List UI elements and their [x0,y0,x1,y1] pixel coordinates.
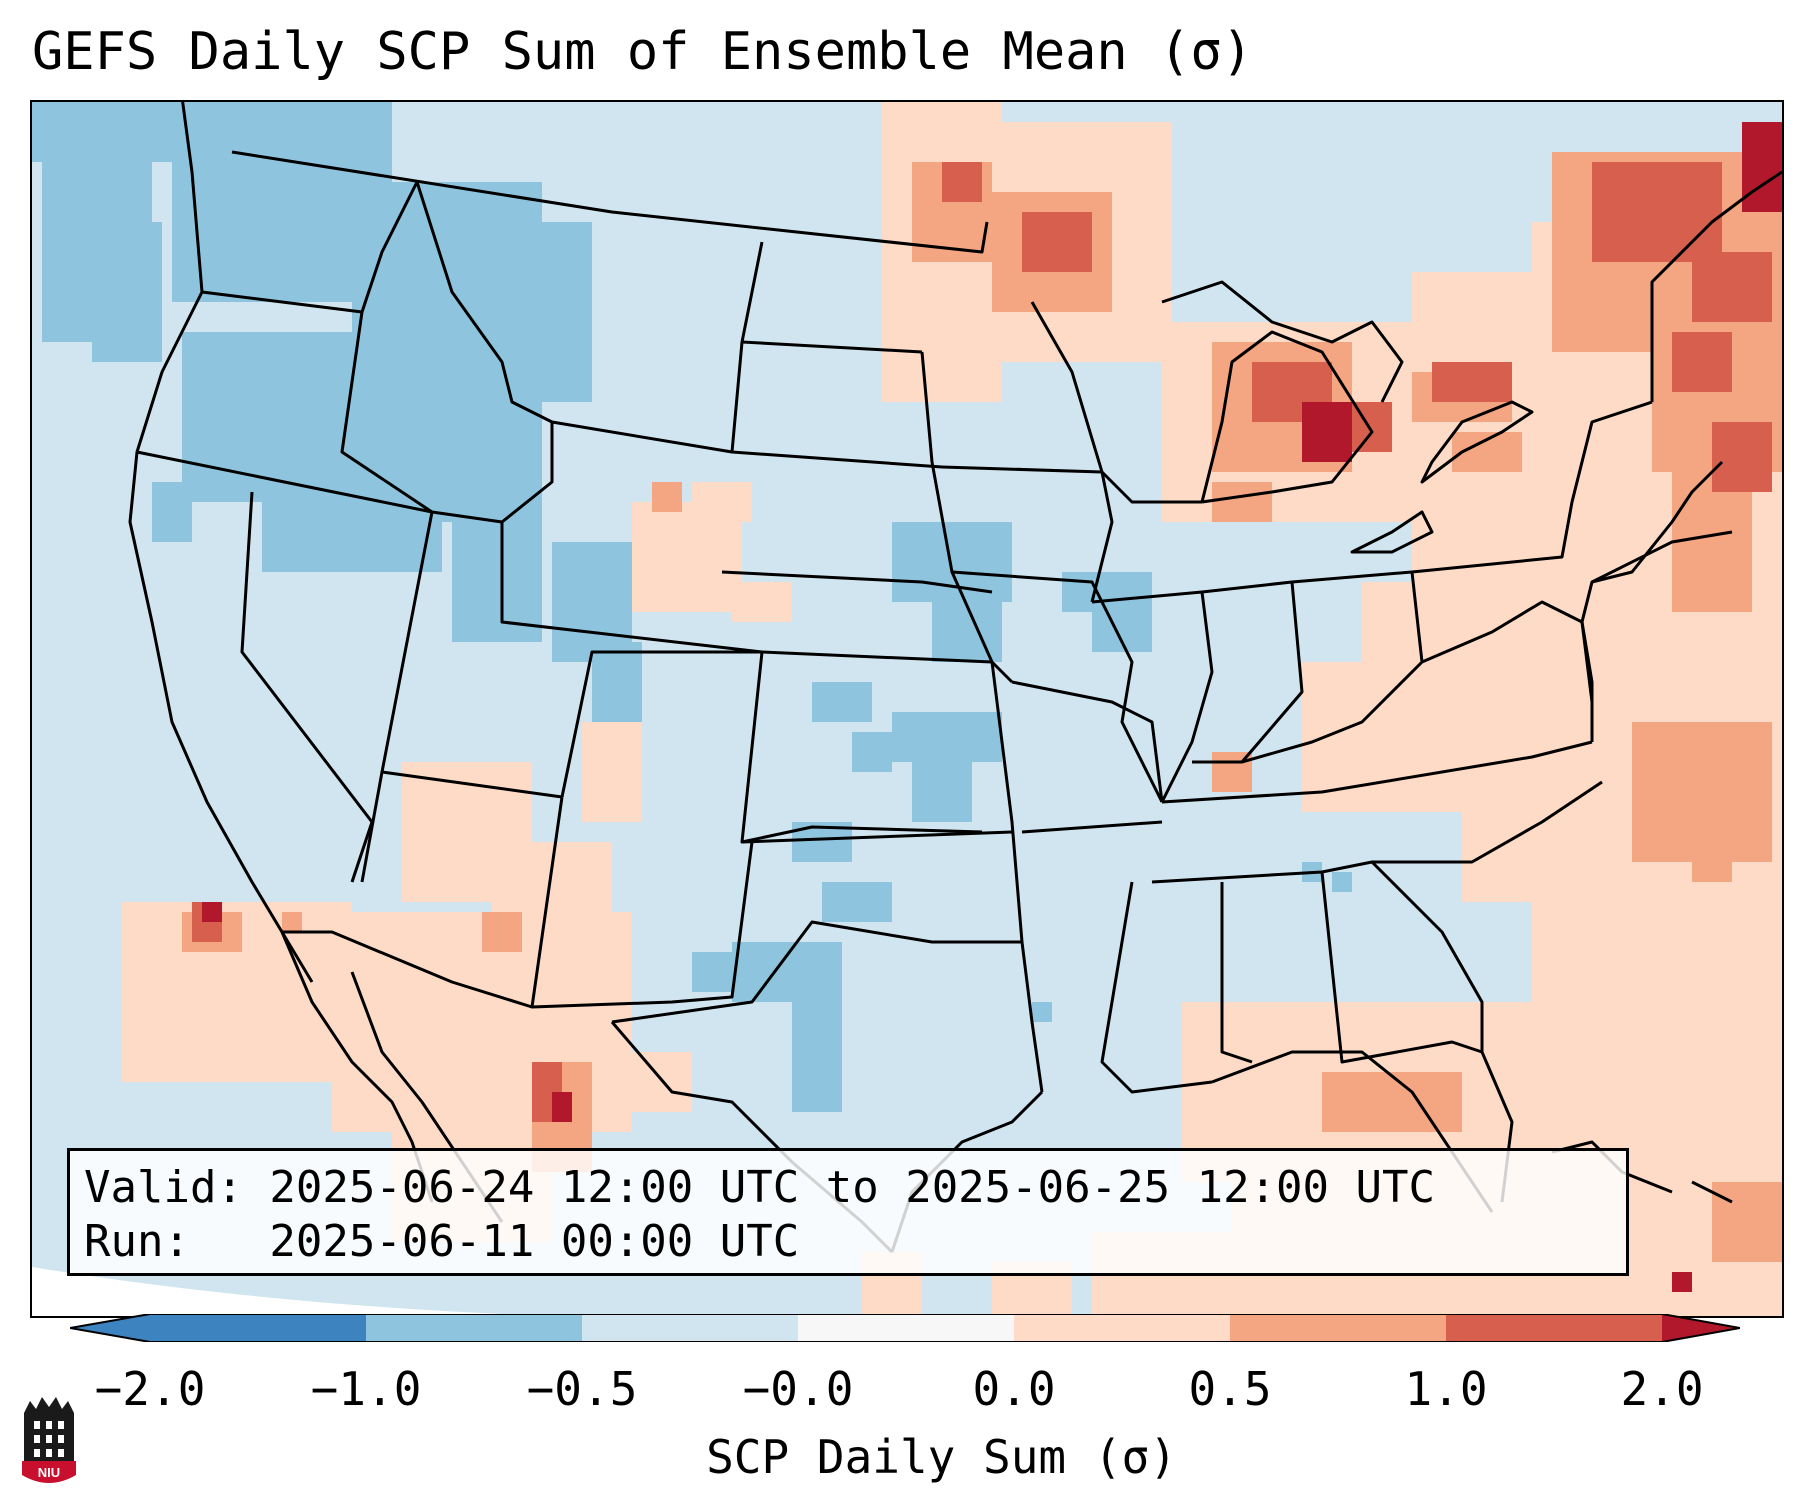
colorbar-tick-label: −2.0 [94,1362,206,1416]
colorbar-extend-high [1662,1314,1740,1342]
colorbar-tick-label: 0.0 [972,1362,1056,1416]
colorbar-segment-5 [1014,1314,1230,1342]
colorbar-segment-1 [150,1314,366,1342]
niu-logo-text: NIU [38,1465,60,1480]
colorbar-segment-7 [1446,1314,1662,1342]
colorbar-tick-label: 0.5 [1188,1362,1272,1416]
niu-logo-icon: NIU [22,1397,76,1483]
domain-edge-southwest [32,1267,932,1316]
colorbar-tick-label: −0.0 [742,1362,854,1416]
run-time-line: Run: 2025-06-11 00:00 UTC [84,1216,800,1267]
colorbar-tick-label: 2.0 [1620,1362,1704,1416]
colorbar-segment-3 [582,1314,798,1342]
negative-anomaly-areas [32,102,1352,1112]
colorbar-segment-2 [366,1314,582,1342]
extreme-positive-areas [202,122,1782,1292]
state-boundaries [128,102,1782,1254]
valid-time-line: Valid: 2025-06-24 12:00 UTC to 2025-06-2… [84,1162,1436,1213]
colorbar [70,1314,1740,1342]
colorbar-segment-4 [798,1314,1014,1342]
colorbar-tick-label: −0.5 [526,1362,638,1416]
valid-run-info-box: Valid: 2025-06-24 12:00 UTC to 2025-06-2… [67,1148,1629,1276]
chart-title: GEFS Daily SCP Sum of Ensemble Mean (σ) [32,22,1253,82]
colorbar-segment-6 [1230,1314,1446,1342]
colorbar-label: SCP Daily Sum (σ) [706,1430,1177,1484]
colorbar-tick-label: 1.0 [1404,1362,1488,1416]
colorbar-extend-low [70,1314,150,1342]
scp-map [32,102,1782,1316]
map-panel[interactable] [30,100,1784,1318]
colorbar-tick-label: −1.0 [310,1362,422,1416]
